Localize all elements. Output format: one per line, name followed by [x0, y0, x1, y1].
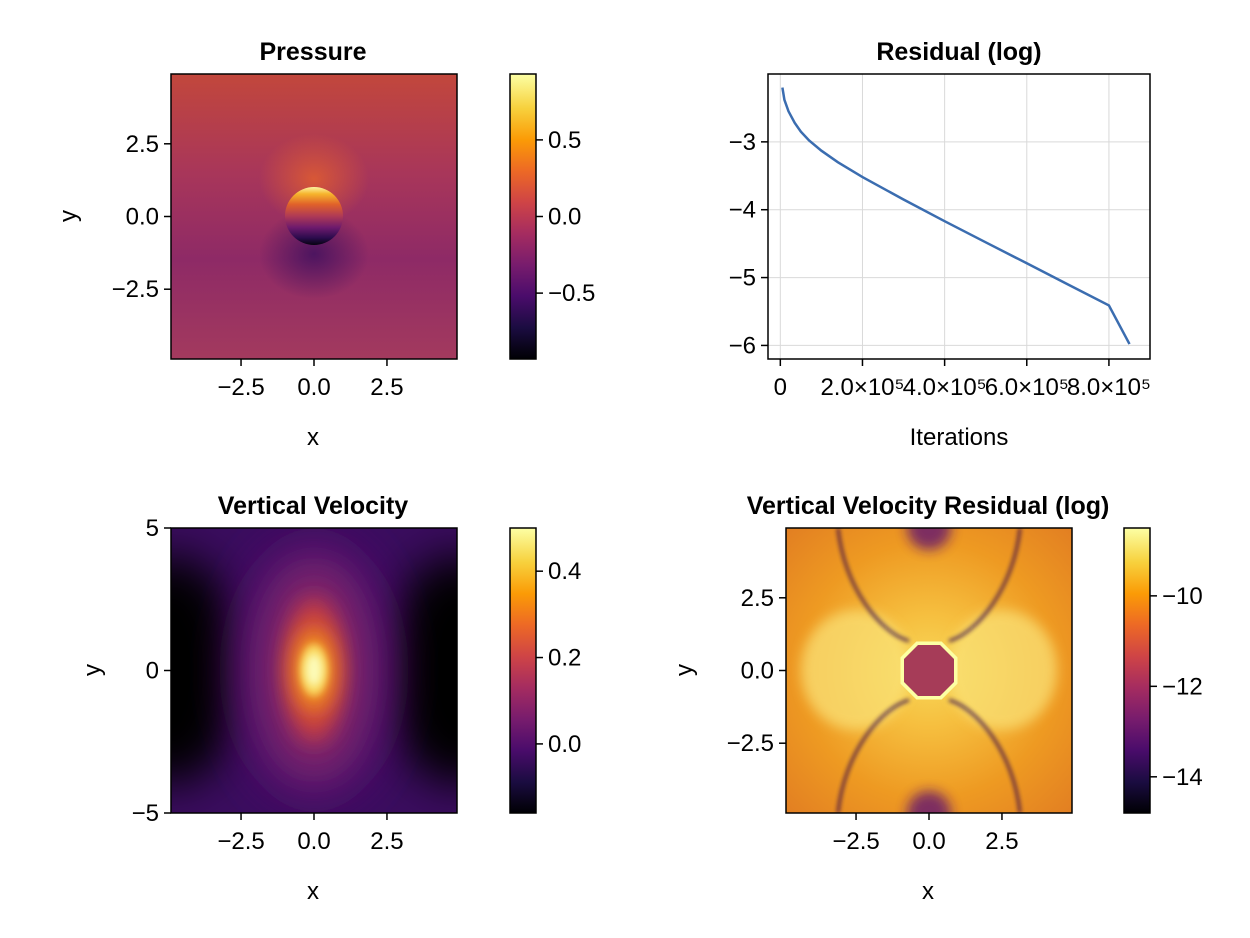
vres-xlabel: x	[922, 878, 934, 905]
pressure-xtick-label: 0.0	[297, 374, 330, 401]
pressure-xlabel: x	[307, 424, 319, 451]
pressure-ytick-label: 2.5	[126, 131, 159, 158]
vres-ytick-label: −2.5	[727, 730, 774, 757]
vvel-colorbar	[509, 527, 537, 814]
vvel-ytick-label: 0	[146, 658, 159, 685]
vvel-cbtick-label: 0.2	[548, 645, 581, 672]
pressure-ytick-label: 0.0	[126, 204, 159, 231]
pressure-ytick-label: −2.5	[112, 276, 159, 303]
residual-axes-frame	[767, 73, 1151, 360]
pressure-ticks: −2.5 0.0 2.5 −2.5 0.0 2.5	[112, 131, 404, 401]
vres-xtick-label: −2.5	[832, 828, 879, 855]
pressure-colorbar-ticks: −0.5 0.0 0.5	[536, 127, 595, 307]
residual-grid	[768, 74, 1150, 359]
pressure-cbtick-label: −0.5	[548, 280, 595, 307]
pressure-title: Pressure	[259, 38, 366, 66]
residual-series-line	[781, 87, 1131, 345]
residual-xtick-label: 0	[774, 374, 787, 401]
vvel-cbtick-label: 0.0	[548, 731, 581, 758]
vvel-ytick-label: −5	[132, 800, 159, 827]
vres-ylabel: y	[671, 664, 698, 676]
vvel-xtick-label: 0.0	[297, 828, 330, 855]
vvel-cbtick-label: 0.4	[548, 558, 581, 585]
vres-cbtick-label: −14	[1162, 764, 1203, 791]
residual-ytick-label: −6	[729, 332, 756, 359]
vres-colorbar-ticks: −14 −12 −10	[1150, 583, 1203, 791]
vvel-ytick-label: 5	[146, 515, 159, 542]
vvel-heatmap	[171, 528, 457, 813]
residual-xtick-label: 4.0×10⁵	[903, 374, 987, 401]
residual-title: Residual (log)	[876, 38, 1041, 66]
vres-ticks: −2.5 0.0 2.5 −2.5 0.0 2.5	[727, 585, 1019, 855]
pressure-ylabel: y	[55, 210, 82, 222]
residual-xtick-label: 6.0×10⁵	[985, 374, 1069, 401]
vres-title: Vertical Velocity Residual (log)	[747, 492, 1110, 520]
vvel-colorbar-ticks: 0.0 0.2 0.4	[536, 558, 581, 758]
vvel-ylabel: y	[79, 664, 106, 676]
pressure-obstacle	[285, 187, 343, 245]
pressure-heatmap	[171, 74, 457, 359]
vvel-title: Vertical Velocity	[218, 492, 408, 520]
vres-colorbar	[1123, 527, 1151, 814]
vvel-panel: Vertical Velocity −2.5 0.0 2.5 −5 0 5 x y 0.0…	[79, 492, 581, 905]
vres-cbtick-label: −12	[1162, 673, 1203, 700]
vres-xtick-label: 0.0	[912, 828, 945, 855]
pressure-panel: Pressure	[55, 38, 595, 451]
vres-ytick-label: 0.0	[741, 658, 774, 685]
pressure-xtick-label: −2.5	[217, 374, 264, 401]
vres-heatmap	[786, 528, 1072, 813]
vres-cbtick-label: −10	[1162, 583, 1203, 610]
pressure-cbtick-label: 0.0	[548, 204, 581, 231]
residual-ytick-label: −5	[729, 265, 756, 292]
residual-xlabel: Iterations	[910, 424, 1009, 451]
pressure-colorbar	[509, 73, 537, 360]
vvel-xtick-label: 2.5	[370, 828, 403, 855]
pressure-cbtick-label: 0.5	[548, 127, 581, 154]
vres-ytick-label: 2.5	[741, 585, 774, 612]
vres-obstacle	[904, 645, 954, 696]
residual-xtick-label: 8.0×10⁵	[1067, 374, 1151, 401]
vres-xtick-label: 2.5	[985, 828, 1018, 855]
vres-panel: Vertical Velocity Residual (log)	[671, 492, 1203, 905]
residual-ytick-label: −4	[729, 197, 756, 224]
vvel-xlabel: x	[307, 878, 319, 905]
residual-ytick-label: −3	[729, 129, 756, 156]
vvel-xtick-label: −2.5	[217, 828, 264, 855]
residual-panel: Residual (log) 0 2.0×10⁵4.0×10⁵6.0×10⁵8.0…	[729, 38, 1151, 451]
vvel-ticks: −2.5 0.0 2.5 −5 0 5	[132, 515, 404, 855]
pressure-xtick-label: 2.5	[370, 374, 403, 401]
residual-xtick-label: 2.0×10⁵	[820, 374, 904, 401]
